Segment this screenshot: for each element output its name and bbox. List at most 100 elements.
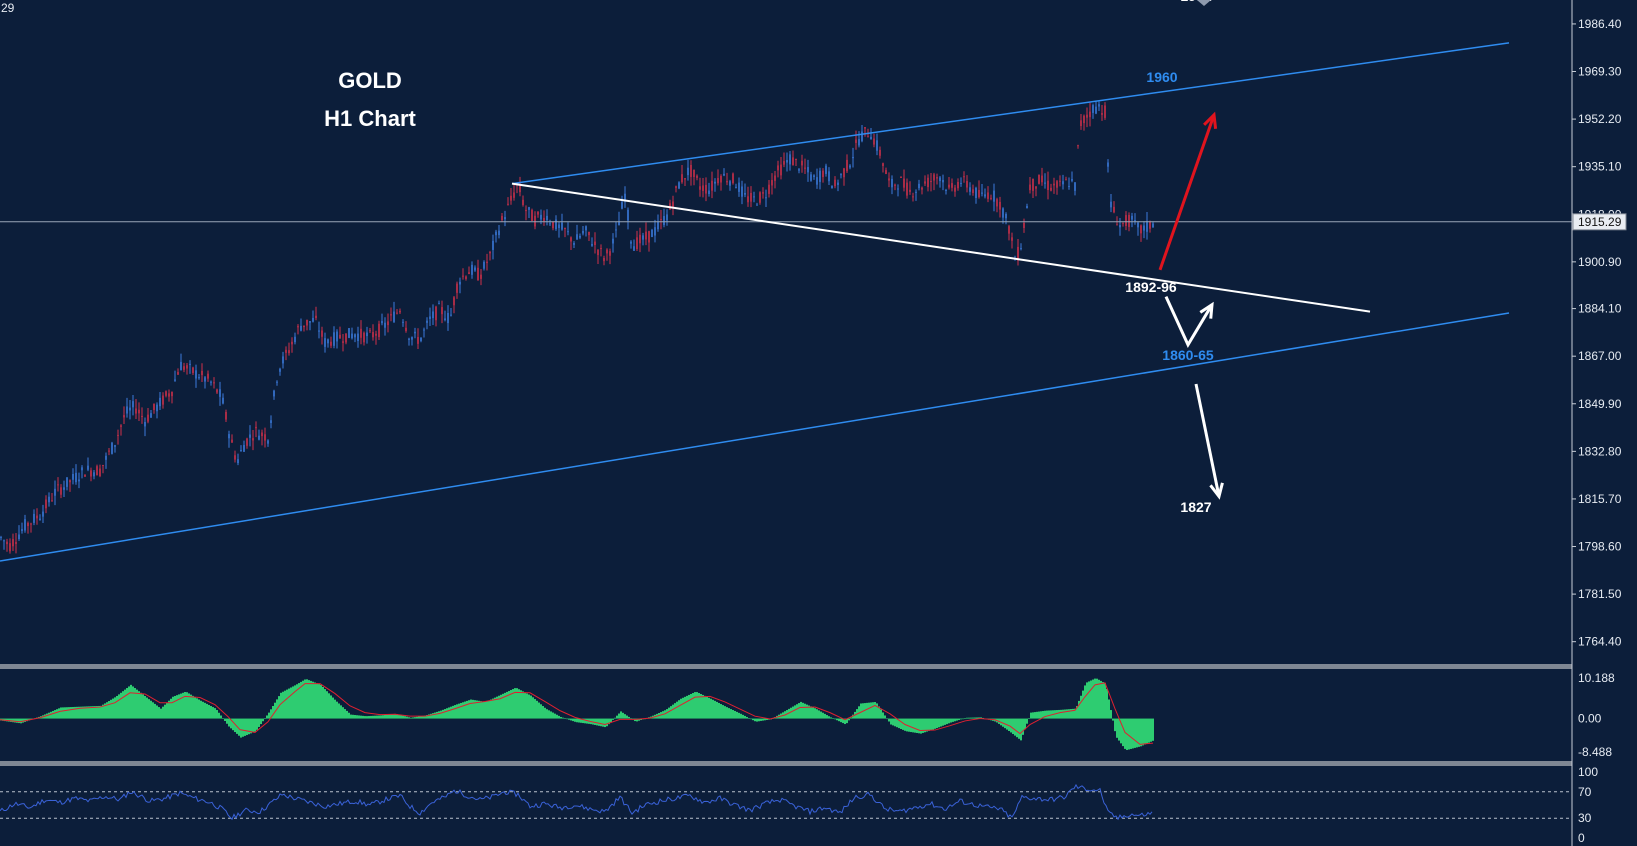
macd-bar [940, 718, 942, 727]
candle-body [1125, 215, 1127, 226]
candle-body [495, 231, 497, 236]
macd-bar [354, 715, 356, 719]
candle [39, 514, 41, 521]
candle [6, 538, 8, 552]
candle [168, 389, 170, 402]
rsi-pane[interactable] [0, 783, 1572, 821]
candle [66, 477, 68, 491]
macd-pane[interactable] [0, 678, 1154, 751]
macd-bar [1092, 679, 1094, 719]
candle-body [513, 192, 515, 198]
macd-bar [382, 715, 384, 719]
candle [222, 393, 224, 405]
arrow-head [1203, 111, 1218, 130]
macd-bar [18, 718, 20, 724]
scenario-arrow [1158, 111, 1218, 271]
candle [846, 154, 848, 173]
macd-bar [88, 706, 90, 719]
candle [135, 399, 137, 419]
channel-upper-line[interactable] [511, 42, 1510, 185]
candle-body [276, 381, 278, 383]
candle [15, 532, 17, 554]
macd-bar [738, 712, 740, 719]
candle [954, 184, 956, 197]
candle-body [96, 466, 98, 476]
candle [591, 237, 593, 247]
descending-trendline[interactable] [511, 182, 1371, 313]
macd-bar [1064, 709, 1066, 719]
candle-body [336, 331, 338, 342]
candle [930, 173, 932, 192]
macd-bar [542, 706, 544, 719]
candle-body [333, 332, 335, 346]
price-pane[interactable]: 1981 1960 1892-96 1860-65 1827 GOLD H1 Chart… [0, 0, 1572, 562]
candle-body [579, 235, 581, 238]
macd-bar [168, 700, 170, 719]
candle-body [312, 317, 314, 322]
candle-body [24, 519, 26, 531]
candle [762, 187, 764, 199]
candle [189, 360, 191, 374]
candle-body [735, 186, 737, 188]
candle-body [492, 240, 494, 250]
candle [132, 394, 134, 416]
macd-bar [82, 706, 84, 719]
current-price-value: 1915.29 [1578, 215, 1622, 229]
chart-subtitle: H1 Chart [324, 106, 416, 131]
candle [246, 437, 248, 449]
candle-body [321, 330, 323, 337]
candle [594, 232, 596, 254]
candle-body [120, 425, 122, 427]
candle [546, 209, 548, 226]
candle [159, 391, 161, 411]
candle [744, 183, 746, 198]
macd-bar [830, 717, 832, 719]
candle [348, 327, 350, 339]
candle-body [1068, 185, 1070, 187]
candle [213, 377, 215, 389]
macd-bar [514, 688, 516, 719]
candle-body [186, 365, 188, 369]
candle [483, 260, 485, 271]
candle-body [732, 173, 734, 184]
macd-bar [1038, 711, 1040, 719]
candle-body [948, 184, 950, 188]
candle [117, 429, 119, 445]
candle-body [909, 189, 911, 192]
candle-body [174, 379, 176, 381]
macd-bar [308, 680, 310, 719]
candle-body [945, 190, 947, 192]
candle-body [636, 237, 638, 250]
candle-body [780, 164, 782, 176]
candle-body [504, 217, 506, 220]
macd-bar [1058, 709, 1060, 719]
candle [579, 233, 581, 240]
macd-bar [698, 693, 700, 719]
macd-axis-label: -8.488 [1578, 745, 1612, 759]
macd-bar [924, 718, 926, 733]
candle-body [453, 297, 455, 306]
candle [24, 514, 26, 533]
scroll-marker-icon[interactable] [1197, 0, 1211, 6]
candle [123, 406, 125, 425]
channel-lower-line[interactable] [0, 312, 1510, 562]
candle [171, 391, 173, 404]
macd-bar [120, 692, 122, 719]
candle [462, 268, 464, 280]
macd-bar [750, 718, 752, 720]
macd-bar [1096, 678, 1098, 719]
macd-bar [134, 688, 136, 719]
macd-bar [156, 705, 158, 719]
pane-separator-rsi[interactable] [0, 761, 1572, 766]
price-axis[interactable]: 1986.401969.301952.201935.101918.001900.… [1572, 17, 1627, 845]
macd-bar [414, 717, 416, 719]
macd-bar [594, 718, 596, 725]
candle [1050, 183, 1052, 192]
pane-separator-macd[interactable] [0, 664, 1572, 669]
candle-body [588, 231, 590, 236]
candle-body [354, 334, 356, 338]
candle [1122, 222, 1124, 227]
candle [996, 197, 998, 213]
candle [585, 225, 587, 237]
candle-body [729, 181, 731, 186]
